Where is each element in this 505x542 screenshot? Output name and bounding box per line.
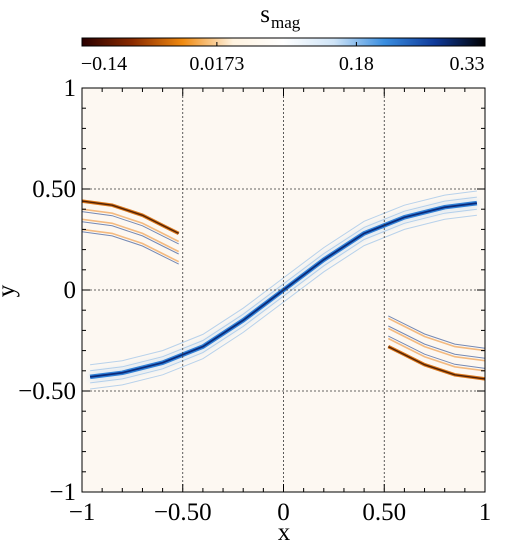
- y-axis-label: y: [0, 284, 20, 297]
- colorbar-tick-label: 0.33: [450, 53, 485, 75]
- negative-arc: [82, 228, 180, 263]
- x-tick-label: −0.50: [154, 499, 212, 526]
- positive-striation: [388, 315, 485, 349]
- positive-striation: [82, 221, 179, 255]
- colorbar-tick-label: 0.18: [339, 53, 374, 75]
- filament-striation: [90, 214, 477, 390]
- colorbar-tick-label: −0.14: [81, 53, 127, 75]
- negative-arc: [82, 218, 180, 253]
- x-axis-label: x: [278, 519, 291, 542]
- positive-striation: [388, 325, 485, 359]
- y-tick-label: 1: [64, 75, 77, 102]
- colorbar-title: s: [260, 1, 270, 28]
- negative-arc: [387, 317, 485, 352]
- plot-frame: [81, 87, 486, 493]
- minor-ticks: [81, 87, 486, 493]
- negative-arc-core: [82, 200, 180, 235]
- filament-striation: [90, 196, 477, 372]
- y-tick-labels: −1 −0.50 0 0.50 1: [18, 75, 76, 506]
- colorbar-title-subscript: mag: [271, 13, 301, 32]
- colorbar-ticks: −0.14 0.0173 0.18 0.33: [81, 42, 486, 75]
- y-tick-label: 0.50: [32, 176, 76, 203]
- x-tick-label: 0.50: [362, 499, 406, 526]
- negative-arc: [387, 327, 485, 362]
- negative-arc: [387, 337, 485, 372]
- y-tick-label: −1: [49, 479, 76, 506]
- y-tick-label: 0: [64, 277, 77, 304]
- colorbar: [81, 37, 486, 47]
- colorbar-tick-label: 0.0173: [189, 53, 244, 75]
- x-tick-labels: −1 −0.50 0 0.50 1: [69, 499, 492, 526]
- positive-striation: [82, 211, 179, 245]
- y-tick-label: −0.50: [18, 378, 76, 405]
- positive-striation: [82, 231, 179, 265]
- positive-striation: [388, 335, 485, 369]
- x-tick-label: −1: [69, 499, 96, 526]
- negative-arc-core: [387, 345, 485, 380]
- x-tick-label: 0: [277, 499, 290, 526]
- negative-arc: [82, 208, 180, 243]
- gridlines: [82, 88, 485, 492]
- x-tick-label: 1: [479, 499, 492, 526]
